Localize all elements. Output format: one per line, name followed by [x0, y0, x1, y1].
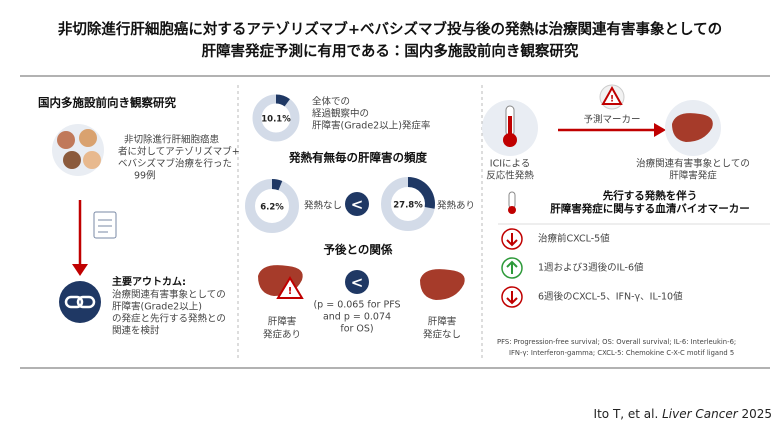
- liver-icon: [665, 100, 721, 156]
- outcome-text: 治療関連有害事象としての: [112, 289, 226, 301]
- outcome-label: 肝障害発症: [669, 170, 717, 182]
- p-value: for OS): [340, 324, 373, 335]
- donut-label: 6.2%: [260, 203, 284, 213]
- group-label: 肝障害: [428, 316, 457, 328]
- outcome-label: 治療関連有害事象としての: [636, 158, 750, 170]
- patients-text: 99例: [134, 170, 156, 182]
- donut-arc: [275, 94, 290, 107]
- link-icon: [59, 281, 101, 323]
- footnote: PFS: Progression-free survival; OS: Over…: [497, 338, 736, 346]
- p-value: (p = 0.065 for PFS: [313, 300, 400, 311]
- arrow-label: 予測マーカー: [583, 114, 640, 126]
- group-label: 発症なし: [423, 329, 461, 341]
- warning-icon: !: [599, 84, 625, 110]
- footnote: IFN-γ: Interferon-gamma; CXCL-5: Chemoki…: [509, 349, 734, 357]
- compare-badge: [345, 192, 369, 216]
- group-label: 発熱あり: [437, 200, 475, 212]
- document-icon: [93, 211, 117, 239]
- citation: Ito T, et al. Liver Cancer 2025: [594, 407, 772, 421]
- outcome-text: の発症と先行する発熱との: [112, 313, 226, 325]
- section-heading: 先行する発熱を伴う: [603, 189, 698, 202]
- arrow-head: [72, 264, 88, 276]
- fever-label: 反応性発熱: [486, 170, 534, 182]
- liver-icon: !: [258, 265, 304, 299]
- compare-symbol: <: [351, 196, 364, 214]
- citation-authors: Ito T, et al.: [594, 407, 663, 421]
- marker-text: 治療前CXCL-5値: [538, 233, 610, 245]
- donut-arc: [407, 177, 435, 209]
- section-heading: 予後との関係: [324, 243, 393, 257]
- p-value: and p = 0.074: [323, 312, 391, 323]
- title-line: 肝障害発症予測に有用である：国内多施設前向き観察研究: [202, 42, 579, 60]
- donut-label: 27.8%: [393, 201, 423, 211]
- patients-text: ベバシズマブ治療を行った: [118, 158, 232, 170]
- donuts: 10.1% 6.2% 27.8%: [245, 94, 435, 233]
- liver-icon: [420, 269, 465, 300]
- outcome-text: 肝障害(Grade2以上): [112, 301, 202, 313]
- patients-text: 非切除進行肝細胞癌患: [124, 134, 220, 146]
- title-line: 非切除進行肝細胞癌に対するアテゾリズマブ+ベバシズマブ投与後の発熱は治療関連有害…: [58, 20, 722, 38]
- outcome-heading: 主要アウトカム:: [112, 275, 186, 288]
- compare-symbol: <: [351, 274, 364, 292]
- patients-icon: [52, 124, 104, 176]
- patients-text: 者に対してアテゾリズマブ+: [118, 146, 240, 158]
- fever-label: ICIによる: [490, 159, 530, 170]
- up-icon: [501, 257, 523, 279]
- group-label: 発熱なし: [304, 200, 342, 212]
- marker-text: 6週後のCXCL-5、IFN-γ、IL-10値: [538, 291, 683, 303]
- marker-text: 1週および3週後のIL-6値: [538, 262, 644, 274]
- compare-badge: [345, 270, 369, 294]
- overall-text: 全体での: [312, 96, 350, 108]
- group-label: 発症あり: [263, 329, 301, 341]
- svg-text:!: !: [288, 286, 293, 297]
- panel-heading: 国内多施設前向き観察研究: [38, 96, 176, 110]
- donut-arc: [271, 179, 283, 191]
- section-heading: 発熱有無毎の肝障害の頻度: [288, 151, 427, 165]
- thermometer-small: [508, 191, 516, 214]
- thermometer-icon: [482, 100, 538, 156]
- citation-year: 2025: [738, 407, 772, 421]
- section-heading: 肝障害発症に関与する血清バイオマーカー: [550, 202, 750, 215]
- overall-text: 経過観察中の: [312, 108, 369, 120]
- overall-text: 肝障害(Grade2以上)発症率: [312, 120, 430, 132]
- citation-journal: Liver Cancer: [662, 407, 739, 421]
- donut-label: 10.1%: [261, 115, 291, 125]
- outcome-text: 関連を検討: [112, 325, 160, 337]
- svg-text:!: !: [610, 95, 614, 105]
- down-icon: [501, 228, 523, 250]
- down-icon: [501, 286, 523, 308]
- group-label: 肝障害: [268, 316, 297, 328]
- arrow-head: [654, 123, 666, 137]
